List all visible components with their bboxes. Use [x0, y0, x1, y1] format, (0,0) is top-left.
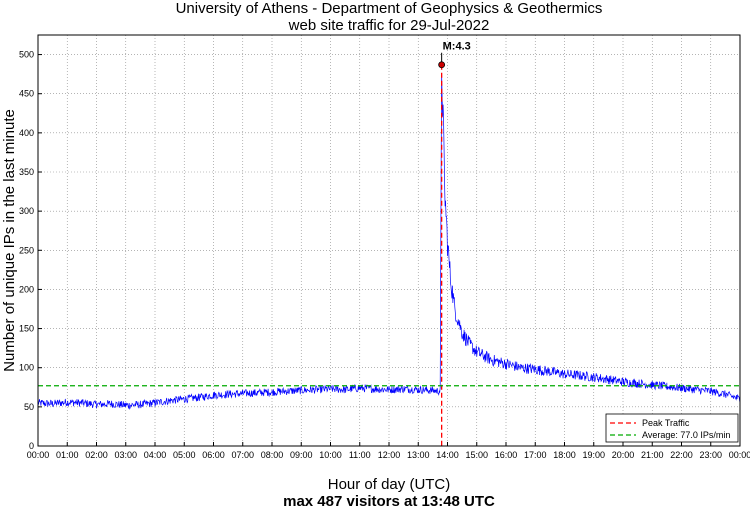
y-tick-label: 250 — [19, 245, 34, 255]
y-tick-label: 200 — [19, 284, 34, 294]
y-ticks: 0 50 100 150 200 250 300 350 400 450 500 — [19, 50, 42, 451]
x-tick-label: 09:00 — [290, 450, 313, 460]
y-tick-label: 100 — [19, 363, 34, 373]
x-tick-label: 19:00 — [582, 450, 605, 460]
y-tick-label: 50 — [24, 402, 34, 412]
x-tick-label: 22:00 — [670, 450, 693, 460]
y-tick-label: 0 — [29, 441, 34, 451]
magnitude-annotation: M:4.3 — [443, 41, 471, 53]
x-tick-label: 12:00 — [378, 450, 401, 460]
x-axis-label: Hour of day (UTC) — [328, 476, 451, 493]
peak-marker — [438, 61, 446, 69]
grid — [37, 35, 741, 447]
y-tick-label: 350 — [19, 167, 34, 177]
y-tick-label: 150 — [19, 324, 34, 334]
x-tick-label: 03:00 — [114, 450, 137, 460]
x-tick-label: 05:00 — [173, 450, 196, 460]
x-tick-label: 08:00 — [261, 450, 284, 460]
x-tick-label: 17:00 — [524, 450, 547, 460]
chart-title-line-1: University of Athens - Department of Geo… — [176, 0, 603, 17]
y-tick-label: 500 — [19, 50, 34, 60]
x-tick-label: 00:00 — [27, 450, 50, 460]
x-tick-label: 06:00 — [202, 450, 225, 460]
x-tick-label: 01:00 — [56, 450, 79, 460]
x-tick-label: 11:00 — [349, 450, 371, 460]
x-tick-label: 14:00 — [436, 450, 459, 460]
legend-entry: Peak Traffic — [642, 418, 690, 428]
y-tick-label: 400 — [19, 128, 34, 138]
x-tick-label: 15:00 — [465, 450, 488, 460]
x-tick-label: 21:00 — [641, 450, 664, 460]
x-tick-label: 02:00 — [85, 450, 108, 460]
peak-marker-group: M:4.3 — [438, 41, 471, 69]
y-axis-label: Number of unique IPs in the last minute — [1, 109, 18, 372]
legend-entry: Average: 77.0 IPs/min — [642, 430, 730, 440]
x-tick-label: 23:00 — [699, 450, 722, 460]
legend-box — [605, 413, 739, 443]
x-tick-label: 00:00 — [729, 450, 750, 460]
x-ticks: 00:00 01:00 02:00 03:00 04:00 05:00 06:00 07:00… — [27, 442, 750, 460]
y-tick-label: 300 — [19, 206, 34, 216]
x-tick-label: 04:00 — [144, 450, 167, 460]
x-tick-label: 07:00 — [231, 450, 254, 460]
series-line-visitors — [37, 74, 741, 410]
y-tick-label: 450 — [19, 89, 34, 99]
x-tick-label: 16:00 — [495, 450, 518, 460]
reference-lines — [38, 64, 740, 446]
x-tick-label: 13:00 — [407, 450, 430, 460]
x-tick-label: 18:00 — [553, 450, 576, 460]
legend: Peak Traffic Average: 77.0 IPs/min — [605, 413, 739, 443]
x-tick-label: 20:00 — [612, 450, 635, 460]
chart-subtitle: max 487 visitors at 13:48 UTC — [283, 493, 495, 510]
chart-title-line-2: web site traffic for 29-Jul-2022 — [288, 17, 490, 34]
series-group — [37, 74, 741, 410]
chart-title-group: University of Athens - Department of Geo… — [176, 0, 603, 34]
x-tick-label: 10:00 — [319, 450, 342, 460]
